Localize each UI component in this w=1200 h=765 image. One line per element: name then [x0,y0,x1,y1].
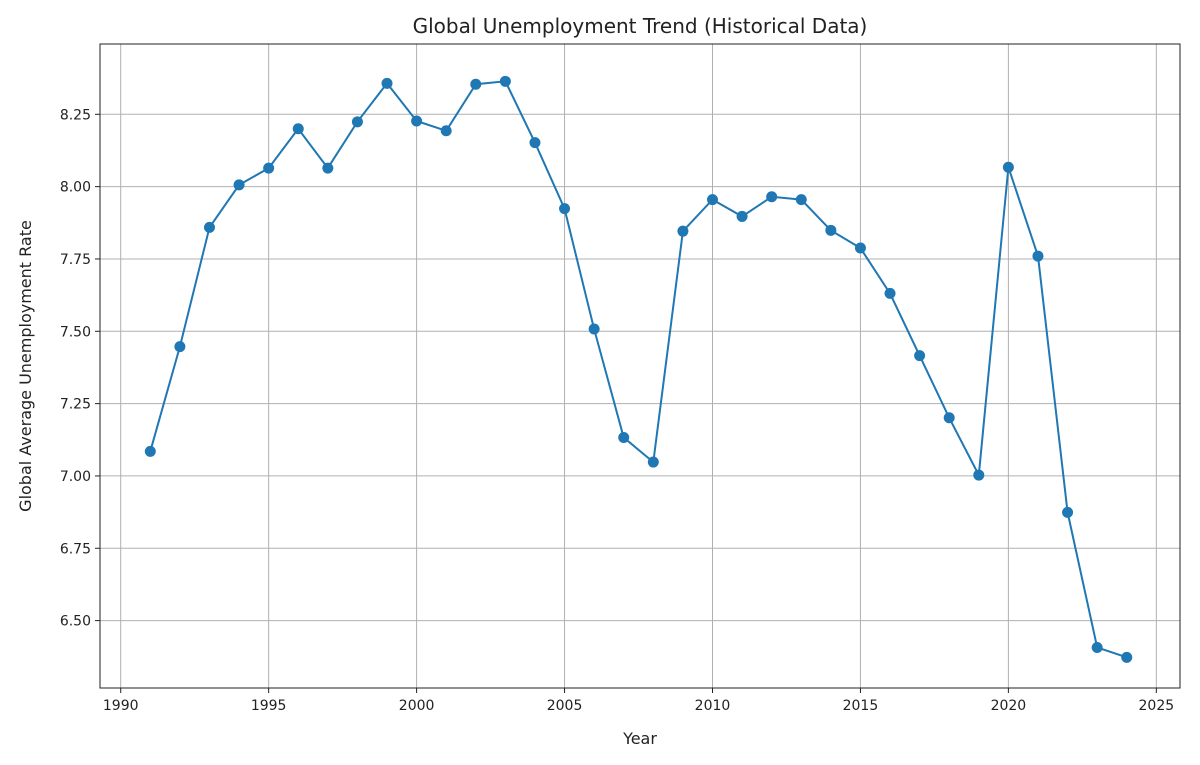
data-point [825,224,837,236]
data-point [854,242,866,254]
x-tick-label: 1990 [103,698,139,714]
data-point [292,123,304,135]
data-point [706,194,718,206]
x-tick-label: 2005 [547,698,583,714]
data-point [795,194,807,206]
y-tick-label: 7.50 [60,324,91,340]
x-tick-label: 1995 [251,698,287,714]
y-tick-label: 7.25 [60,397,91,413]
data-point [351,116,363,128]
data-point [914,350,926,362]
y-tick-label: 8.25 [60,107,91,123]
data-point [1062,506,1074,518]
data-point [647,456,659,468]
data-point [973,469,985,481]
ticks: 1990 1995 2000 2005 2010 2015 2020 2025 6.50 6.75… [60,107,1174,714]
y-axis-label: Global Average Unemployment Rate [16,220,35,512]
data-point [499,75,511,87]
data-point [411,115,423,127]
series-path [149,80,1128,659]
x-tick-label: 2000 [399,698,435,714]
data-point [618,431,630,443]
data-point [322,162,334,174]
data-point [529,137,541,149]
data-point [1002,161,1014,173]
data-point [766,191,778,203]
x-axis-label: Year [622,729,657,748]
data-point [203,221,215,233]
data-point [943,412,955,424]
data-point [1091,641,1103,653]
data-point [381,77,393,89]
data-point [1121,651,1133,663]
x-tick-label: 2025 [1139,698,1175,714]
x-tick-label: 2015 [843,698,879,714]
data-point [1032,250,1044,262]
data-point [174,341,186,353]
y-tick-label: 6.75 [60,541,91,557]
data-point [233,179,245,191]
plot-frame [99,43,1181,689]
data-point [588,323,600,335]
grid [100,44,1180,688]
y-tick-label: 6.50 [60,614,91,630]
data-point [884,287,896,299]
x-tick-label: 2020 [991,698,1027,714]
data-point [144,445,156,457]
y-tick-label: 8.00 [60,180,91,196]
data-point [263,162,275,174]
data-point [736,210,748,222]
data-point [440,125,452,137]
data-point [470,78,482,90]
chart-title: Global Unemployment Trend (Historical Da… [413,14,868,38]
x-tick-label: 2010 [695,698,731,714]
y-tick-label: 7.00 [60,469,91,485]
y-tick-label: 7.75 [60,252,91,268]
data-point [559,203,571,215]
data-point [677,225,689,237]
series-line [144,75,1133,663]
